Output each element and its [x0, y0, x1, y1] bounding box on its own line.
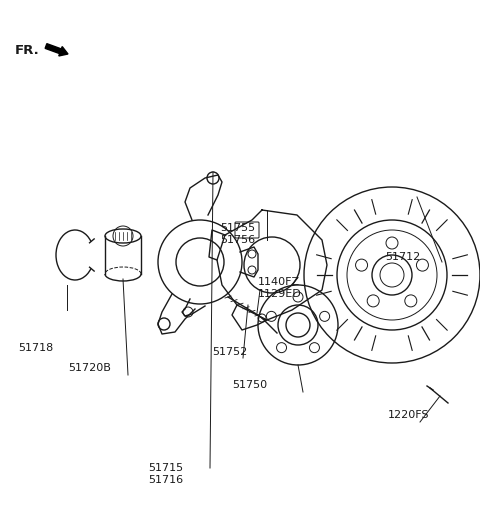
Text: FR.: FR. [15, 44, 40, 57]
Text: 1220FS: 1220FS [388, 410, 430, 420]
Text: 51752: 51752 [212, 347, 247, 357]
FancyArrow shape [45, 44, 68, 56]
Text: 51715: 51715 [148, 463, 183, 473]
Text: 51750: 51750 [232, 380, 267, 390]
Text: 1140FZ: 1140FZ [258, 277, 300, 287]
Text: 51712: 51712 [385, 252, 420, 262]
Text: 51755: 51755 [220, 223, 255, 233]
Text: 51720B: 51720B [68, 363, 111, 373]
Text: 51718: 51718 [18, 343, 53, 353]
Text: 51716: 51716 [148, 475, 183, 485]
Text: 1129ED: 1129ED [258, 289, 302, 299]
Text: 51756: 51756 [220, 235, 255, 245]
